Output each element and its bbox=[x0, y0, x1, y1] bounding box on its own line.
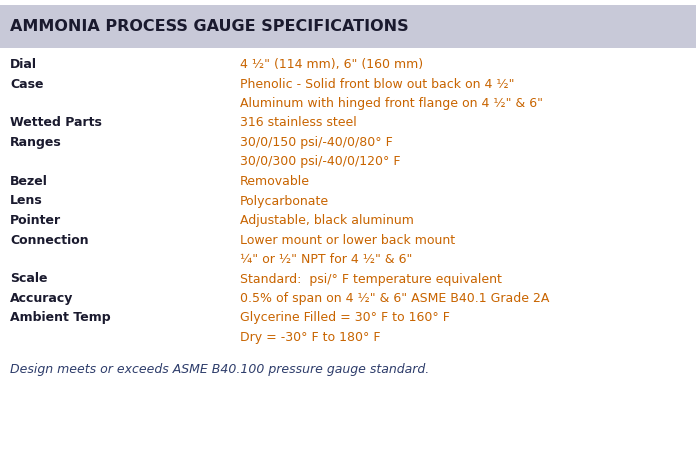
Text: 316 stainless steel: 316 stainless steel bbox=[240, 116, 357, 129]
Text: AMMONIA PROCESS GAUGE SPECIFICATIONS: AMMONIA PROCESS GAUGE SPECIFICATIONS bbox=[10, 19, 409, 34]
Text: Removable: Removable bbox=[240, 175, 310, 188]
Bar bbox=[0, 5, 696, 48]
Text: Aluminum with hinged front flange on 4 ½" & 6": Aluminum with hinged front flange on 4 ½… bbox=[240, 97, 543, 110]
Text: Lower mount or lower back mount: Lower mount or lower back mount bbox=[240, 234, 455, 247]
Text: Ambient Temp: Ambient Temp bbox=[10, 312, 111, 325]
Text: Design meets or exceeds ASME B40.100 pressure gauge standard.: Design meets or exceeds ASME B40.100 pre… bbox=[10, 363, 429, 376]
Text: Phenolic - Solid front blow out back on 4 ½": Phenolic - Solid front blow out back on … bbox=[240, 78, 514, 91]
Text: Pointer: Pointer bbox=[10, 214, 61, 227]
Text: Polycarbonate: Polycarbonate bbox=[240, 194, 329, 207]
Text: Standard:  psi/° F temperature equivalent: Standard: psi/° F temperature equivalent bbox=[240, 272, 502, 285]
Text: ¼" or ½" NPT for 4 ½" & 6": ¼" or ½" NPT for 4 ½" & 6" bbox=[240, 253, 412, 266]
Text: Case: Case bbox=[10, 78, 43, 91]
Text: Scale: Scale bbox=[10, 272, 47, 285]
Text: 0.5% of span on 4 ½" & 6" ASME B40.1 Grade 2A: 0.5% of span on 4 ½" & 6" ASME B40.1 Gra… bbox=[240, 292, 549, 305]
Text: Connection: Connection bbox=[10, 234, 88, 247]
Text: 30/0/300 psi/-40/0/120° F: 30/0/300 psi/-40/0/120° F bbox=[240, 156, 400, 169]
Text: Accuracy: Accuracy bbox=[10, 292, 73, 305]
Text: Adjustable, black aluminum: Adjustable, black aluminum bbox=[240, 214, 414, 227]
Text: Glycerine Filled = 30° F to 160° F: Glycerine Filled = 30° F to 160° F bbox=[240, 312, 450, 325]
Text: Dial: Dial bbox=[10, 58, 37, 71]
Text: Wetted Parts: Wetted Parts bbox=[10, 116, 102, 129]
Text: Bezel: Bezel bbox=[10, 175, 48, 188]
Text: Lens: Lens bbox=[10, 194, 42, 207]
Text: 30/0/150 psi/-40/0/80° F: 30/0/150 psi/-40/0/80° F bbox=[240, 136, 393, 149]
Text: 4 ½" (114 mm), 6" (160 mm): 4 ½" (114 mm), 6" (160 mm) bbox=[240, 58, 423, 71]
Text: Ranges: Ranges bbox=[10, 136, 62, 149]
Text: Dry = -30° F to 180° F: Dry = -30° F to 180° F bbox=[240, 331, 381, 344]
